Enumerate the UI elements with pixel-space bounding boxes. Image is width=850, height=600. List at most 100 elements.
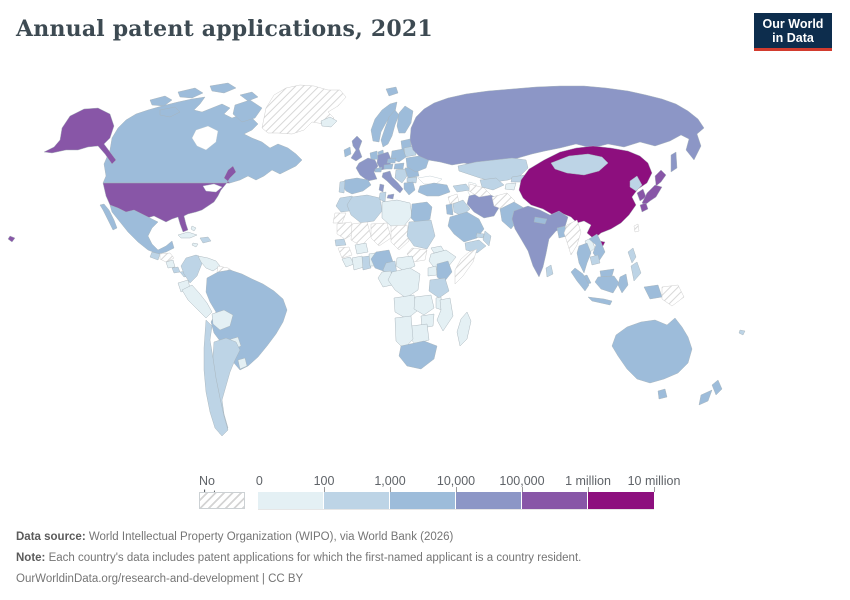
country-uzbekistan[interactable] [479,177,505,191]
legend-segment[interactable] [522,492,588,509]
country-indonesia-sumatra[interactable] [570,267,590,292]
country-cambodia[interactable] [589,254,601,266]
country-ghana[interactable] [361,255,372,271]
country-switzerland[interactable] [374,166,383,173]
country-somalia[interactable] [454,248,478,285]
owid-logo[interactable]: Our World in Data [754,13,832,51]
country-japan-kyushu[interactable] [639,202,649,213]
country-yemen[interactable] [464,239,487,254]
legend-segment[interactable] [258,492,324,509]
country-ireland[interactable] [343,146,352,158]
country-algeria[interactable] [346,194,383,224]
country-usa-alaska[interactable] [43,107,117,165]
country-canada-island[interactable] [209,82,237,94]
country-canada-island[interactable] [149,95,173,107]
country-norway[interactable] [370,101,398,143]
country-india[interactable] [511,205,569,278]
country-iceland[interactable] [320,116,338,128]
country-italy[interactable] [381,170,404,194]
country-myanmar[interactable] [563,219,582,256]
country-canada-island[interactable] [177,87,204,99]
country-tasmania[interactable] [657,388,668,400]
country-japan-honshu[interactable] [641,184,663,206]
country-indonesia-sulawesi[interactable] [617,273,629,294]
country-mongolia[interactable] [550,153,609,176]
country-congo-gabon[interactable] [377,270,393,288]
country-bulgaria[interactable] [406,176,418,184]
country-new-zealand-south[interactable] [698,389,713,406]
country-guatemala[interactable] [149,251,161,261]
country-mauritania[interactable] [336,221,356,240]
country-mali[interactable] [350,221,372,247]
country-madagascar[interactable] [456,311,472,347]
country-vietnam[interactable] [588,233,606,262]
country-greenland[interactable] [261,84,347,135]
country-central-african-republic[interactable] [395,255,416,272]
country-canada-island[interactable] [239,91,259,102]
country-philippines[interactable] [627,247,637,264]
country-australia[interactable] [611,317,693,384]
country-south-africa[interactable] [398,340,438,370]
country-mexico-baja[interactable] [99,203,118,231]
country-uganda[interactable] [427,265,438,277]
country-taiwan[interactable] [633,223,640,233]
country-spain[interactable] [341,177,372,195]
legend-segment[interactable] [588,492,654,509]
legend-segment[interactable] [324,492,390,509]
country-cuba[interactable] [177,231,198,239]
country-canada-island[interactable] [159,106,181,118]
country-greece[interactable] [403,181,416,196]
country-burkina-faso[interactable] [354,242,369,255]
country-uruguay[interactable] [237,357,248,370]
country-thailand[interactable] [576,242,592,274]
country-czechia[interactable] [386,157,397,164]
country-caucasus[interactable] [452,183,471,193]
country-austria[interactable] [383,163,394,170]
country-chile[interactable] [203,319,229,437]
country-mexico[interactable] [109,204,175,255]
country-balkans[interactable] [394,168,408,184]
country-nepal[interactable] [533,216,548,225]
country-drc[interactable] [387,267,421,299]
country-benelux[interactable] [369,150,379,161]
country-saudi-arabia[interactable] [447,211,485,243]
country-turkey[interactable] [417,182,451,197]
country-tanzania[interactable] [428,277,450,299]
country-jamaica[interactable] [191,242,199,248]
owid-url-link[interactable]: OurWorldinData.org/research-and-developm… [16,573,259,585]
country-israel-jordan[interactable] [445,203,454,216]
country-tajikistan[interactable] [504,182,517,191]
country-bahamas[interactable] [190,225,197,232]
country-uk[interactable] [350,135,363,162]
country-chad[interactable] [390,224,410,251]
country-mozambique[interactable] [436,297,454,332]
country-sweden[interactable] [380,109,400,148]
country-namibia[interactable] [394,315,414,350]
country-portugal[interactable] [338,180,346,194]
country-malaysia-borneo[interactable] [599,268,615,278]
country-italy-sardinia[interactable] [378,183,385,193]
country-guinea[interactable] [337,246,353,259]
country-kenya[interactable] [436,260,453,283]
country-western-sahara[interactable] [332,212,347,224]
country-hispaniola[interactable] [199,236,212,244]
country-venezuela[interactable] [197,255,221,272]
country-new-zealand-north[interactable] [711,379,723,396]
country-canada-baffin[interactable] [232,99,263,123]
country-bolivia[interactable] [211,309,234,331]
country-russia-sakhalin[interactable] [670,151,678,173]
country-usa-hawaii[interactable] [7,235,16,243]
country-honduras[interactable] [159,252,175,263]
country-china[interactable] [518,145,653,240]
country-sri-lanka[interactable] [545,264,554,278]
country-turkmenistan[interactable] [468,183,492,198]
country-svalbard[interactable] [385,86,399,97]
country-sudan[interactable] [406,219,436,250]
country-north-korea[interactable] [629,175,643,192]
country-nicaragua[interactable] [165,259,176,269]
legend-segment[interactable] [456,492,522,509]
country-papua-new-guinea[interactable] [661,284,685,307]
country-libya[interactable] [381,199,413,227]
country-philippines-south[interactable] [630,261,642,282]
country-uae[interactable] [475,232,485,239]
